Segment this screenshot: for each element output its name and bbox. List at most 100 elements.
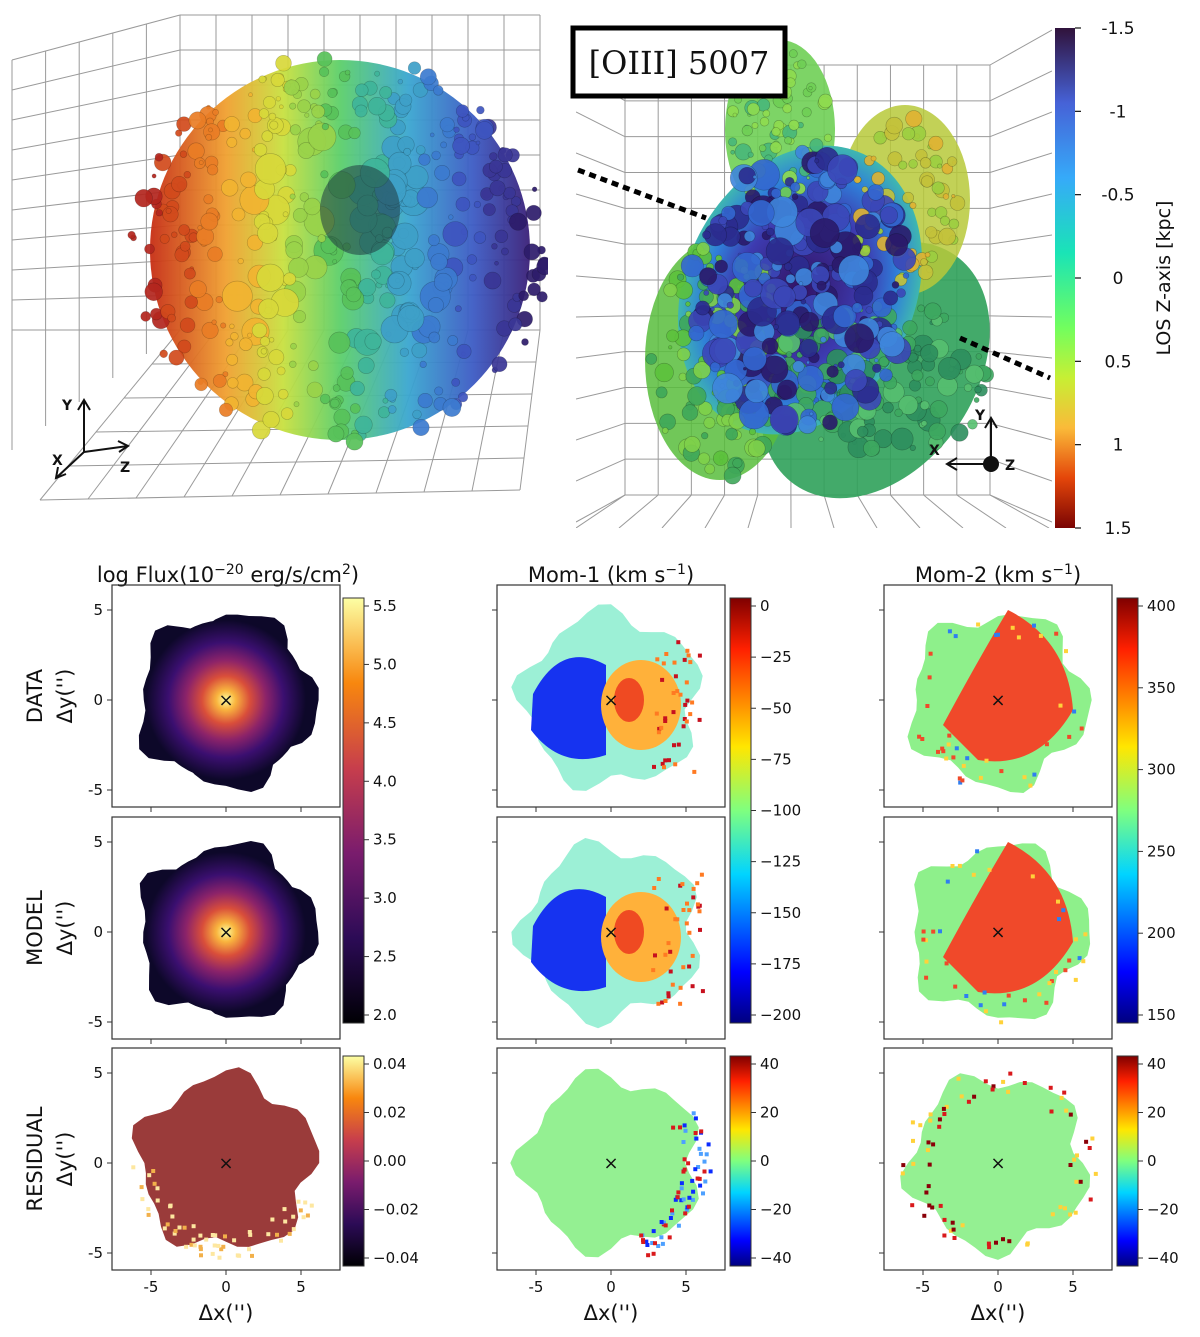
bubble — [525, 204, 542, 221]
bubble — [482, 203, 496, 216]
colorbar-tick: −20 — [760, 1201, 792, 1219]
colorbar-tick: 400 — [1147, 597, 1176, 615]
bubble — [447, 335, 459, 346]
bubble — [483, 271, 502, 290]
bubble — [159, 349, 168, 358]
bubble — [415, 145, 426, 155]
bubble — [205, 133, 213, 141]
y-tick-label: 5 — [93, 833, 103, 851]
bubble — [171, 176, 188, 193]
bubble — [304, 112, 310, 118]
bubble — [818, 436, 824, 442]
bubble — [253, 143, 268, 157]
bubble — [201, 321, 219, 339]
bubble — [387, 272, 405, 290]
bubble — [229, 323, 235, 329]
bubble — [497, 147, 513, 163]
bubble — [239, 127, 251, 140]
bubble — [221, 280, 253, 312]
bubble — [798, 415, 817, 434]
colorbar-tick: 5.0 — [373, 655, 397, 673]
bubble — [200, 212, 219, 231]
bubble — [248, 92, 253, 97]
bubble — [761, 337, 779, 355]
bubble — [732, 458, 743, 469]
bubble — [853, 175, 862, 184]
bubble — [792, 360, 805, 373]
bubble — [773, 285, 796, 308]
bubble — [397, 78, 403, 85]
bubble — [289, 360, 297, 368]
x-axis-label: Δx('') — [584, 1301, 639, 1325]
bubble — [950, 423, 969, 442]
map-panel: × -5 0 5 — [879, 1047, 1113, 1296]
bubble — [320, 170, 329, 179]
column-title: log Flux(10−20 erg/s/cm2) — [97, 562, 359, 587]
bubble — [277, 388, 289, 400]
bubble — [179, 241, 191, 252]
bubble — [654, 362, 674, 383]
bubble — [870, 155, 877, 162]
bubble — [823, 133, 833, 142]
bubble — [411, 342, 428, 359]
bubble — [939, 215, 950, 226]
bubble — [872, 363, 882, 373]
bubble — [452, 137, 470, 155]
colorbar-tick: 3.0 — [373, 889, 397, 907]
bubble — [289, 102, 297, 110]
bubble — [456, 343, 472, 359]
bubble — [451, 377, 461, 387]
bubble — [299, 192, 309, 202]
bubble — [879, 331, 906, 358]
bubble — [448, 214, 454, 220]
bubble — [418, 153, 431, 166]
bubble — [427, 234, 440, 247]
bubble — [457, 392, 469, 403]
bubble — [809, 218, 840, 248]
bubble — [964, 364, 984, 384]
colorbar-tick: −40 — [760, 1249, 792, 1267]
bubble — [890, 427, 914, 451]
bubble — [853, 285, 874, 306]
bubble — [292, 208, 308, 223]
bubble — [721, 205, 736, 221]
bubble — [703, 289, 710, 296]
bubble — [222, 371, 229, 377]
y-tick-label: -5 — [88, 1244, 103, 1262]
bubble — [226, 136, 238, 148]
colorbar-tick: −175 — [760, 955, 801, 973]
bubble — [949, 195, 966, 211]
bubble — [155, 209, 163, 217]
x-tick-label: -5 — [916, 1278, 931, 1296]
bubble — [818, 93, 833, 109]
bubble — [320, 393, 331, 405]
bubble — [239, 337, 253, 351]
bubble — [440, 141, 447, 149]
bubble — [261, 130, 274, 142]
bubble — [536, 291, 548, 303]
bubble — [367, 96, 387, 116]
bubble — [773, 323, 779, 330]
bubble — [354, 415, 373, 434]
bubble — [908, 159, 918, 169]
bubble — [297, 99, 311, 113]
bubble — [358, 278, 377, 297]
colorbar-tick: 0 — [760, 597, 770, 615]
center-marker: × — [990, 690, 1005, 711]
bubble — [332, 384, 341, 392]
bubble — [183, 267, 196, 280]
center-marker: × — [990, 922, 1005, 943]
bubble — [759, 116, 770, 127]
bubble — [765, 237, 794, 266]
bubble — [891, 281, 900, 289]
bubble — [307, 122, 337, 152]
bubble — [813, 397, 819, 403]
bubble — [434, 386, 444, 396]
bubble — [282, 211, 289, 218]
z-colorbar-tick: 1 — [1113, 436, 1124, 456]
bubble — [710, 307, 715, 312]
bubble — [442, 221, 468, 247]
colorbar-tick: −200 — [760, 1006, 801, 1024]
bubble — [454, 305, 462, 313]
bubble — [909, 444, 916, 452]
